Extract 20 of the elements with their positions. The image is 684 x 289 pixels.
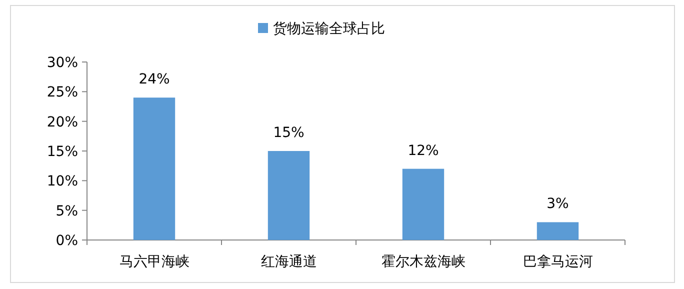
- bar: [402, 168, 444, 240]
- legend-label: 货物运输全球占比: [273, 21, 385, 37]
- x-tick-label: 红海通道: [260, 254, 317, 270]
- y-tick-label: 30%: [46, 55, 78, 71]
- data-label: 15%: [273, 125, 304, 141]
- y-tick-label: 20%: [46, 114, 78, 130]
- data-label: 12%: [408, 142, 439, 159]
- y-tick-label: 5%: [56, 203, 78, 220]
- y-tick-label: 15%: [46, 144, 78, 160]
- bar: [268, 151, 310, 240]
- x-tick-label: 马六甲海峡: [119, 254, 190, 270]
- x-tick-label: 巴拿马运河: [522, 254, 593, 270]
- data-label: 3%: [546, 196, 569, 212]
- y-tick-label: 10%: [46, 174, 78, 190]
- data-label: 24%: [138, 72, 170, 88]
- x-tick-label: 霍尔木兹海峡: [381, 254, 466, 270]
- bar: [133, 98, 176, 240]
- y-tick-label: 0%: [56, 233, 78, 249]
- y-tick-label: 25%: [46, 84, 78, 101]
- bar: [536, 222, 579, 240]
